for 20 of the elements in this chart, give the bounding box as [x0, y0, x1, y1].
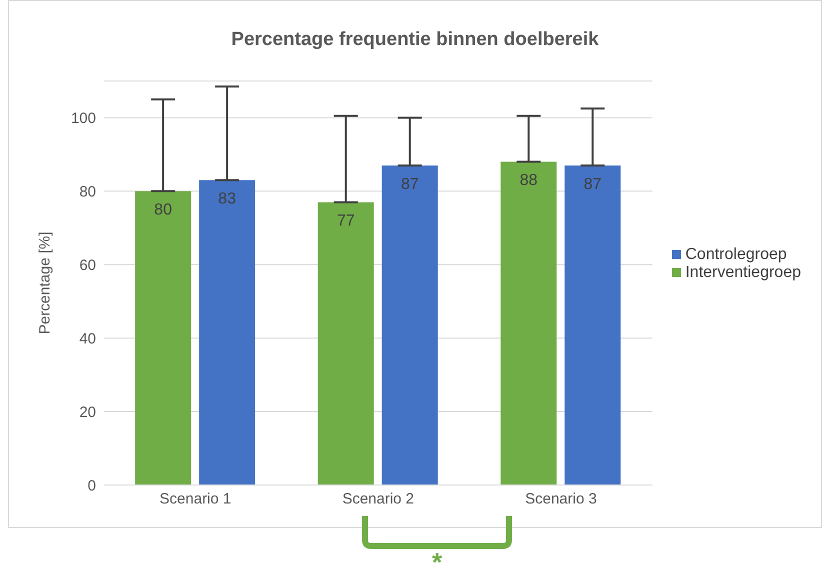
data-label: 87	[400, 176, 419, 193]
x-tick-label: Scenario 3	[525, 490, 597, 508]
y-axis-title: Percentage [%]	[36, 232, 54, 334]
data-label: 88	[520, 172, 538, 190]
x-tick-label: Scenario 2	[342, 490, 414, 508]
y-tick-label: 60	[79, 256, 96, 274]
data-label: 83	[218, 190, 236, 208]
y-tick-label: 100	[70, 110, 96, 128]
text: *	[430, 547, 444, 572]
y-tick-label: 0	[88, 477, 96, 494]
legend-label: Controlegroep	[685, 246, 787, 263]
data-label: 87	[584, 176, 602, 193]
data-label: 80	[154, 202, 172, 219]
chart-title: Percentage frequentie binnen doelbereik	[230, 29, 600, 51]
data-label: 77	[336, 212, 355, 230]
y-tick-label: 40	[79, 330, 96, 348]
legend-label: Interventiegroep	[685, 264, 801, 281]
x-tick-label: Scenario 1	[160, 490, 232, 508]
y-tick-label: 80	[79, 184, 96, 201]
y-tick-label: 20	[79, 404, 96, 421]
